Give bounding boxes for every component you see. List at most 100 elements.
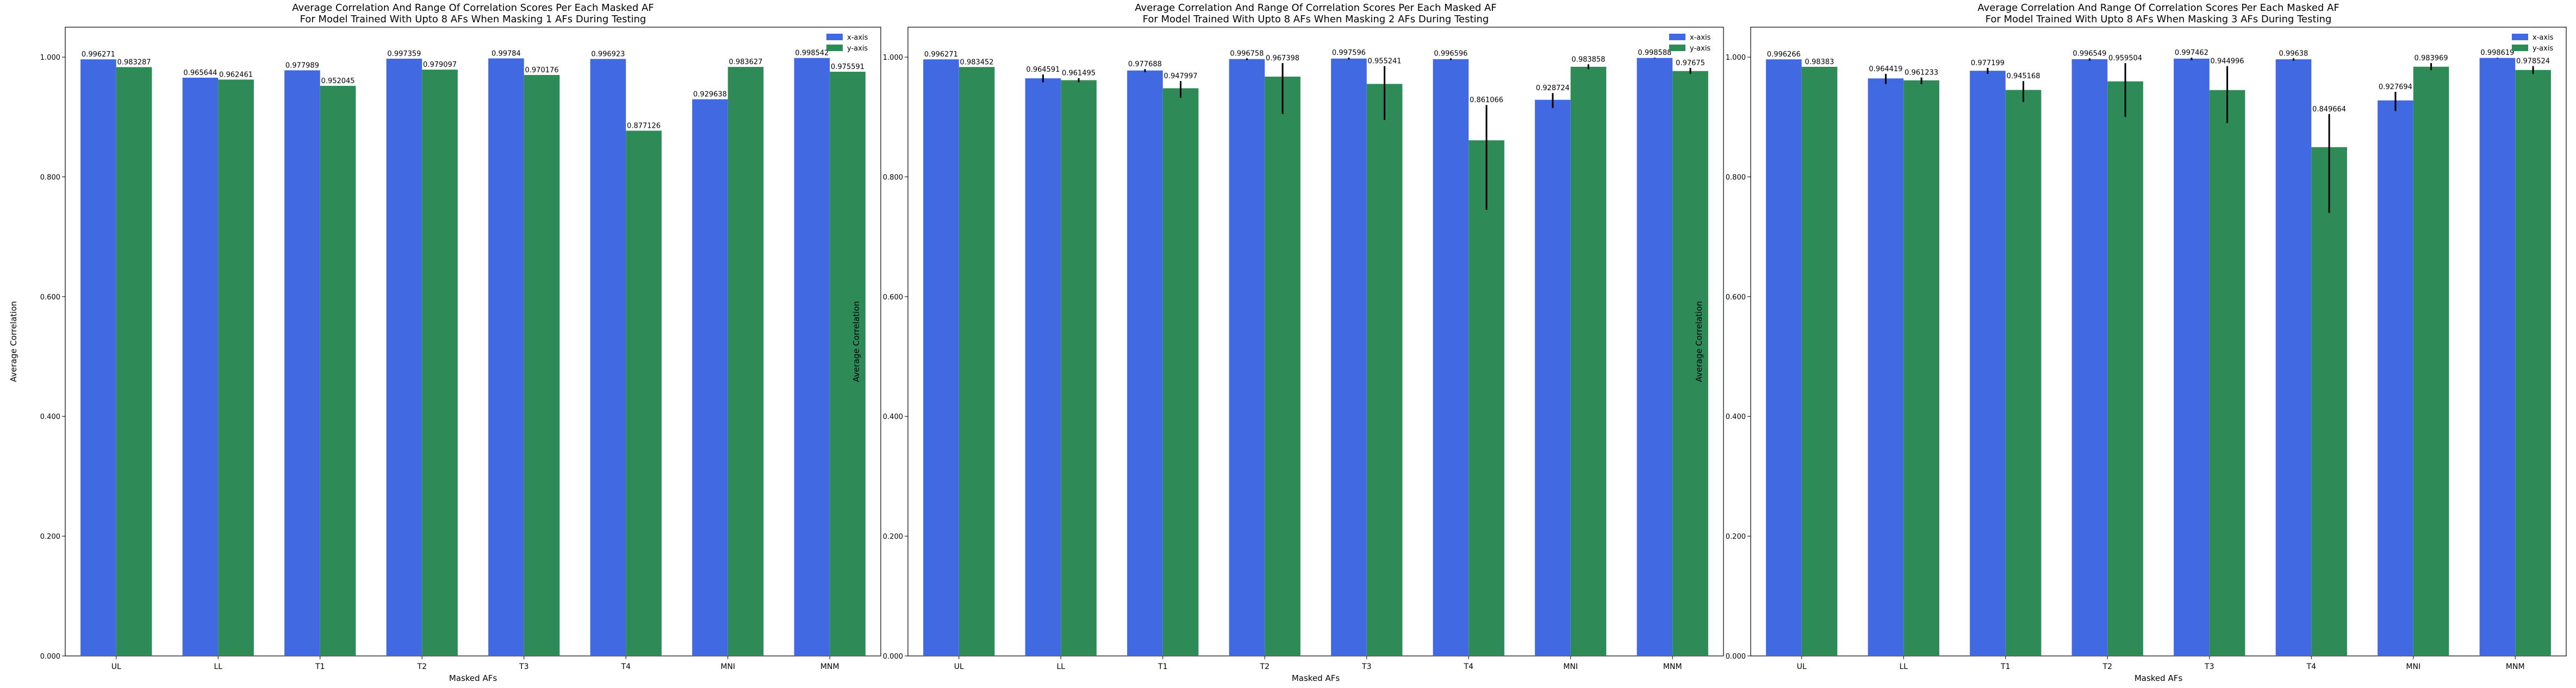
x-tick-label: T1 (2000, 662, 2010, 671)
y-tick-label: 0.400 (883, 413, 903, 421)
legend-swatch-y-axis (1669, 45, 1685, 51)
bar-x-axis (386, 59, 422, 656)
x-tick-label: MNI (2406, 662, 2421, 671)
x-tick-label: T2 (417, 662, 427, 671)
data-label-x-axis: 0.965644 (183, 69, 217, 77)
y-tick-label: 0.400 (1726, 413, 1746, 421)
bar-x-axis (692, 99, 728, 656)
chart-panel-2: Average Correlation And Range Of Correla… (851, 2, 1724, 683)
legend-label-y-axis: y-axis (2533, 45, 2553, 53)
y-tick-label: 0.000 (40, 653, 60, 661)
plot-frame (65, 27, 881, 656)
plot-frame (907, 27, 1724, 656)
data-label-x-axis: 0.998588 (1638, 49, 1671, 57)
x-tick-label: T2 (2102, 662, 2112, 671)
x-tick-label: UL (1797, 662, 1807, 671)
bar-y-axis (1672, 71, 1708, 656)
data-label-y-axis: 0.945168 (2007, 72, 2040, 80)
bar-x-axis (2479, 58, 2516, 656)
x-tick-label: MNI (720, 662, 735, 671)
x-tick-label: UL (954, 662, 964, 671)
bar-y-axis (320, 85, 356, 656)
bar-y-axis (1801, 66, 1838, 656)
bar-y-axis (2005, 90, 2042, 656)
y-tick-label: 1.000 (883, 54, 903, 62)
bar-y-axis (1061, 80, 1097, 656)
y-tick-label: 0.200 (883, 533, 903, 541)
bar-y-axis (1903, 80, 1939, 656)
bar-y-axis (116, 67, 152, 656)
data-label-y-axis: 0.861066 (1470, 96, 1503, 104)
legend-label-x-axis: x-axis (1690, 34, 1711, 42)
bar-x-axis (1766, 59, 1802, 656)
y-axis-label: Average Correlation (851, 301, 861, 382)
y-tick-label: 0.800 (40, 173, 60, 182)
data-label-y-axis: 0.961495 (1062, 70, 1096, 78)
data-label-x-axis: 0.964419 (1869, 65, 1902, 73)
data-label-x-axis: 0.929638 (693, 91, 727, 99)
chart-title: Average Correlation And Range Of Correla… (292, 2, 654, 14)
data-label-y-axis: 0.849664 (2312, 105, 2346, 114)
y-tick-label: 0.200 (40, 533, 60, 541)
bar-x-axis (1535, 99, 1571, 656)
data-label-x-axis: 0.997359 (387, 50, 421, 58)
data-label-y-axis: 0.983858 (1572, 55, 1606, 64)
bar-x-axis (1433, 59, 1469, 656)
data-label-y-axis: 0.970176 (525, 66, 559, 74)
y-axis-label: Average Correlation (1694, 301, 1704, 382)
x-tick-label: MNI (1563, 662, 1578, 671)
data-label-y-axis: 0.952045 (321, 77, 355, 85)
y-tick-label: 0.600 (1726, 293, 1746, 302)
x-tick-label: MNM (2506, 662, 2525, 671)
y-tick-label: 0.800 (1726, 173, 1746, 182)
legend: x-axis y-axis (826, 34, 868, 53)
data-label-y-axis: 0.955241 (1368, 58, 1402, 66)
bar-y-axis (2209, 90, 2245, 656)
x-tick-label: LL (1899, 662, 1908, 671)
x-tick-label: T4 (2306, 662, 2317, 671)
data-label-y-axis: 0.983627 (729, 58, 763, 66)
data-label-y-axis: 0.959504 (2108, 54, 2142, 62)
data-label-x-axis: 0.997596 (1332, 49, 1366, 57)
data-label-x-axis: 0.996271 (82, 51, 115, 59)
bar-y-axis (1162, 88, 1199, 656)
legend-label-y-axis: y-axis (847, 45, 868, 53)
data-label-x-axis: 0.996923 (591, 50, 625, 58)
bar-y-axis (524, 74, 560, 656)
x-tick-label: T3 (519, 662, 528, 671)
bar-x-axis (2071, 59, 2108, 656)
data-label-y-axis: 0.978524 (2516, 58, 2550, 66)
data-label-x-axis: 0.997462 (2175, 49, 2208, 57)
y-axis-label: Average Correlation (9, 301, 18, 382)
data-label-x-axis: 0.977688 (1128, 60, 1162, 68)
plot-frame (1750, 27, 2567, 656)
bar-x-axis (182, 77, 219, 656)
bar-x-axis (1331, 58, 1367, 656)
data-label-x-axis: 0.977199 (1971, 59, 2005, 67)
data-label-y-axis: 0.944996 (2211, 58, 2244, 66)
x-tick-label: MNM (820, 662, 839, 671)
chart-title: Average Correlation And Range Of Correla… (1977, 2, 2339, 14)
bar-x-axis (1970, 71, 2006, 656)
bar-x-axis (2174, 58, 2210, 656)
bar-y-axis (218, 79, 254, 656)
bar-y-axis (727, 67, 764, 656)
y-tick-label: 0.000 (1726, 653, 1746, 661)
bar-x-axis (1127, 70, 1163, 656)
x-tick-label: MNM (1663, 662, 1682, 671)
bar-y-axis (2413, 66, 2449, 656)
legend: x-axis y-axis (1669, 34, 1711, 53)
chart-panel-3: Average Correlation And Range Of Correla… (1694, 2, 2567, 683)
data-label-y-axis: 0.975591 (831, 63, 864, 71)
data-label-x-axis: 0.998542 (795, 49, 829, 58)
data-label-y-axis: 0.947997 (1164, 72, 1198, 80)
x-axis-label: Masked AFs (449, 673, 497, 683)
y-tick-label: 0.400 (40, 413, 60, 421)
bar-x-axis (590, 59, 626, 656)
bar-y-axis (1570, 66, 1607, 656)
legend-label-x-axis: x-axis (2533, 34, 2554, 42)
bar-x-axis (1025, 78, 1061, 656)
bar-y-axis (1469, 140, 1504, 656)
bar-y-axis (959, 67, 995, 656)
legend-swatch-y-axis (826, 45, 843, 51)
